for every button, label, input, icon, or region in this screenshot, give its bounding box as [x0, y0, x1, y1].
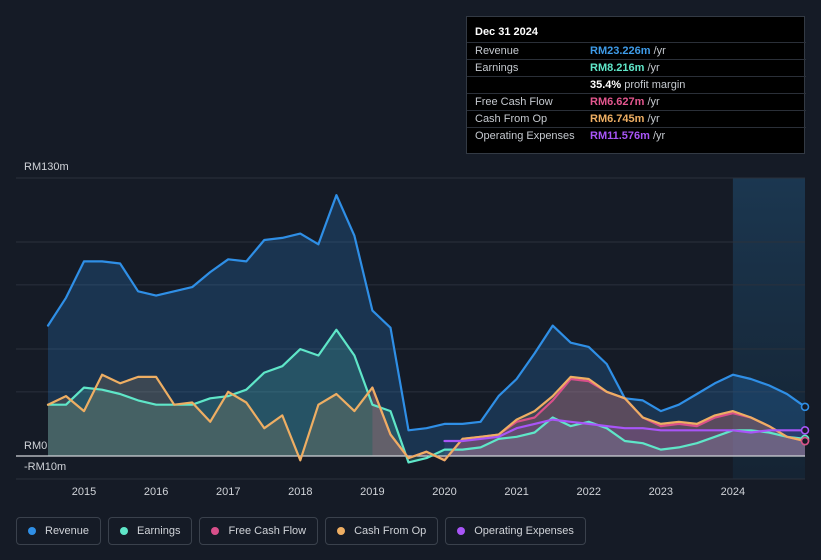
legend-dot-icon [120, 527, 129, 535]
legend-label: Earnings [137, 525, 181, 537]
line-revenue [46, 194, 807, 432]
tooltip-row: 35.4% profit margin [467, 76, 806, 94]
tooltip-row: Operating Expenses RM11.576m /yr [467, 127, 806, 145]
line-cash-from-op [46, 373, 807, 462]
legend-label: Cash From Op [354, 525, 427, 537]
x-tick-label: 2015 [72, 486, 96, 498]
legend-dot-icon [211, 527, 220, 535]
y-label-top: RM130m [24, 161, 69, 173]
end-marker-operating-expenses [800, 426, 810, 435]
x-tick-label: 2020 [432, 486, 456, 498]
legend-dot-icon [457, 527, 466, 535]
tooltip-value-number: RM6.745m [590, 113, 645, 125]
x-tick-label: 2022 [576, 486, 600, 498]
legend-label: Free Cash Flow [228, 525, 307, 537]
tooltip-value-unit: /yr [650, 45, 666, 57]
tooltip-label: Cash From Op [475, 113, 548, 125]
tooltip-value-unit: /yr [649, 130, 666, 142]
tooltip-row: Revenue RM23.226m /yr [467, 42, 806, 60]
line-operating-expenses [443, 418, 807, 443]
x-tick-label: 2023 [649, 486, 673, 498]
x-tick-label: 2019 [360, 486, 384, 498]
end-marker-revenue [800, 402, 810, 412]
tooltip-row: Cash From Op RM6.745m /yr [467, 110, 806, 128]
x-tick-label: 2018 [288, 486, 312, 498]
tooltip-value-number: RM6.627m [590, 96, 645, 108]
y-label-bottom: -RM10m [24, 461, 66, 473]
tooltip-value-unit: /yr [644, 96, 660, 108]
legend-item-cash-from-op[interactable]: Cash From Op [325, 517, 439, 545]
tooltip-value: RM11.576m /yr [590, 130, 665, 142]
x-tick-label: 2021 [504, 486, 528, 498]
tooltip-label: Free Cash Flow [475, 96, 553, 108]
plot-background [16, 178, 805, 479]
tooltip-value-unit: /yr [644, 62, 660, 74]
end-marker-free-cash-flow [800, 436, 810, 446]
legend-item-operating-expenses[interactable]: Operating Expenses [445, 517, 586, 545]
tooltip-label: Earnings [475, 62, 519, 74]
y-label-zero: RM0 [24, 440, 47, 452]
area-operating-expenses [444, 419, 805, 456]
legend-item-revenue[interactable]: Revenue [16, 517, 102, 545]
tooltip-value: 35.4% profit margin [590, 79, 685, 91]
legend-item-earnings[interactable]: Earnings [108, 517, 193, 545]
legend-dot-icon [337, 527, 346, 535]
tooltip-value-unit: profit margin [621, 79, 686, 91]
tooltip-value: RM6.627m /yr [590, 96, 660, 108]
tooltip-value-number: 35.4% [590, 79, 622, 91]
area-earnings [48, 329, 805, 463]
tooltip-label: Operating Expenses [475, 130, 575, 142]
tooltip-date: Dec 31 2024 [475, 26, 538, 38]
x-tick-label: 2017 [216, 486, 240, 498]
tooltip-value-number: RM11.576m [590, 130, 650, 142]
tooltip-value-unit: /yr [644, 113, 660, 125]
legend-item-free-cash-flow[interactable]: Free Cash Flow [199, 517, 319, 545]
forecast-region [732, 178, 805, 479]
legend-label: Operating Expenses [474, 525, 574, 537]
tooltip-value-number: RM23.226m [590, 45, 651, 57]
tooltip-label: Revenue [475, 45, 520, 57]
x-tick-label: 2016 [144, 486, 168, 498]
x-tick-label: 2024 [721, 486, 745, 498]
tooltip-value-number: RM8.216m [590, 62, 645, 74]
tooltip-row: Earnings RM8.216m /yr [467, 59, 806, 77]
tooltip-panel: Dec 31 2024 Revenue RM23.226m /yr Earnings… [466, 16, 806, 154]
area-revenue [48, 195, 805, 456]
tooltip-value: RM8.216m /yr [590, 62, 660, 74]
tooltip-value: RM6.745m /yr [590, 113, 660, 125]
tooltip-row: Free Cash Flow RM6.627m /yr [467, 93, 806, 111]
legend-label: Revenue [45, 525, 90, 537]
legend: Revenue Earnings Free Cash Flow Cash From O… [16, 517, 593, 545]
tooltip-value: RM23.226m /yr [590, 45, 666, 57]
legend-dot-icon [28, 527, 36, 535]
